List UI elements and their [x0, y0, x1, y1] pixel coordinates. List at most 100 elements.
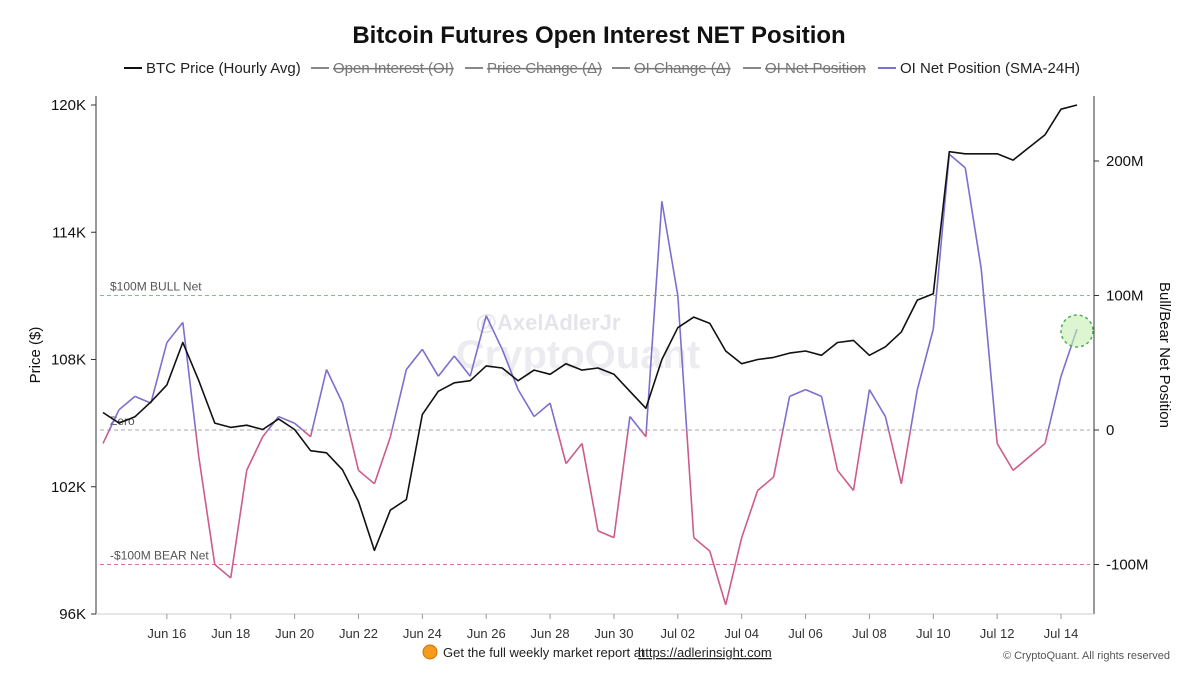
net-segment-50a	[900, 429, 912, 484]
net-segment-44	[805, 388, 822, 398]
net-segment-15a	[341, 402, 350, 431]
net-segment-42b	[782, 396, 791, 431]
net-segment-55a	[980, 268, 997, 431]
net-segment-23	[469, 315, 487, 377]
net-segment-18b	[391, 369, 408, 431]
ref-label-2: -$100M BEAR Net	[110, 549, 209, 563]
right-axis-title: Bull/Bear Net Position	[1156, 282, 1173, 428]
net-segment-54	[964, 167, 982, 269]
legend: BTC Price (Hourly Avg) Open Interest (OI)…	[124, 60, 1080, 77]
net-segment-1	[118, 395, 136, 411]
net-segment-55b	[995, 429, 998, 444]
net-segment-30	[581, 443, 599, 532]
left-tick-label-1: 102K	[51, 479, 86, 496]
x-tick-label-14: Jul 14	[1044, 626, 1079, 641]
net-segment-8	[229, 470, 248, 579]
net-segment-21	[437, 355, 455, 377]
legend-label-3: OI Change (Δ)	[634, 60, 731, 77]
net-segment-11	[278, 415, 295, 425]
right-tick-label-3: 200M	[1106, 153, 1144, 170]
net-segment-43	[789, 388, 806, 398]
net-segment-46	[836, 469, 855, 492]
x-tick-label-3: Jun 22	[339, 626, 378, 641]
x-tick-label-11: Jul 08	[852, 626, 887, 641]
net-segment-58	[1028, 442, 1046, 458]
net-segment-12a	[294, 422, 304, 431]
net-segment-53	[948, 153, 966, 169]
net-segment-49a	[884, 416, 890, 431]
legend-label-0: BTC Price (Hourly Avg)	[146, 60, 301, 77]
copyright: © CryptoQuant. All rights reserved	[1003, 650, 1170, 662]
right-tick-label-1: 0	[1106, 422, 1114, 439]
net-segment-15b	[348, 429, 360, 471]
net-segment-29	[565, 442, 583, 465]
net-segment-13a	[309, 429, 313, 437]
x-tick-label-10: Jul 06	[788, 626, 823, 641]
net-segment-19	[405, 348, 423, 370]
x-tick-label-1: Jun 18	[211, 626, 250, 641]
net-segment-36b	[685, 429, 695, 538]
left-tick-label-2: 108K	[51, 352, 86, 369]
report-coin-icon	[422, 644, 438, 660]
x-tick-label-6: Jun 28	[531, 626, 570, 641]
legend-label-4: OI Net Position	[765, 60, 866, 77]
x-tick-label-5: Jun 26	[467, 626, 506, 641]
net-segment-16	[357, 469, 375, 485]
net-segment-33a	[629, 416, 642, 431]
net-segment-25	[501, 349, 519, 390]
x-tick-label-12: Jul 10	[916, 626, 951, 641]
net-segment-33b	[639, 429, 647, 438]
right-tick-label-2: 100M	[1106, 288, 1144, 305]
left-axis-title: Price ($)	[27, 327, 44, 384]
net-segment-40	[740, 490, 759, 538]
series-btc-price	[102, 104, 1078, 552]
net-segment-18a	[389, 429, 393, 437]
net-segment-28a	[549, 402, 558, 431]
net-segment-32b	[627, 416, 631, 431]
net-segment-32a	[613, 429, 629, 538]
net-segment-34b	[645, 201, 663, 431]
net-segment-20	[421, 348, 439, 377]
net-segment-22	[453, 355, 471, 377]
series-oi-net-sma	[102, 153, 1078, 606]
net-segment-56	[996, 443, 1014, 471]
net-segment-26	[517, 389, 535, 417]
net-segment-47b	[862, 389, 871, 431]
net-segment-24	[485, 315, 503, 350]
net-segment-6	[198, 456, 216, 565]
net-segment-5b	[194, 429, 200, 457]
left-tick-label-0: 96K	[59, 606, 86, 623]
net-segment-3	[150, 342, 168, 404]
net-segment-10a	[262, 429, 269, 438]
left-axis-ticks: 96K 102K 108K 114K 120K	[51, 97, 96, 623]
net-segment-4	[166, 321, 184, 344]
net-segment-57	[1012, 456, 1030, 471]
watermark-brand: CryptoQuant	[456, 333, 700, 377]
x-tick-label-7: Jun 30	[594, 626, 633, 641]
left-tick-label-3: 114K	[52, 224, 86, 241]
legend-label-2: Price Change (Δ)	[487, 60, 602, 77]
net-segment-35	[661, 201, 679, 296]
net-segment-47a	[852, 429, 864, 491]
net-segment-5a	[182, 322, 197, 431]
x-tick-label-2: Jun 20	[275, 626, 314, 641]
net-segment-37	[693, 536, 711, 552]
net-segment-41	[757, 476, 775, 492]
x-axis-ticks: Jun 16 Jun 18 Jun 20 Jun 22 Jun 24 Jun 26 Jun …	[147, 614, 1078, 641]
footer-text: Get the full weekly market report at	[443, 645, 645, 660]
net-segment-31	[597, 530, 615, 539]
net-segment-45a	[820, 396, 830, 431]
net-segment-45b	[828, 429, 839, 471]
net-segment-27	[533, 402, 551, 418]
x-tick-label-9: Jul 04	[724, 626, 759, 641]
net-segment-42a	[772, 429, 784, 478]
watermark-handle: @AxelAdlerJr	[476, 310, 621, 335]
right-tick-label-0: -100M	[1106, 557, 1149, 574]
net-segment-28b	[556, 429, 567, 464]
net-segment-36a	[677, 295, 688, 431]
net-segment-0a	[102, 429, 111, 444]
footer-link[interactable]: https://adlerinsight.com	[638, 645, 772, 660]
x-tick-label-13: Jul 12	[980, 626, 1015, 641]
